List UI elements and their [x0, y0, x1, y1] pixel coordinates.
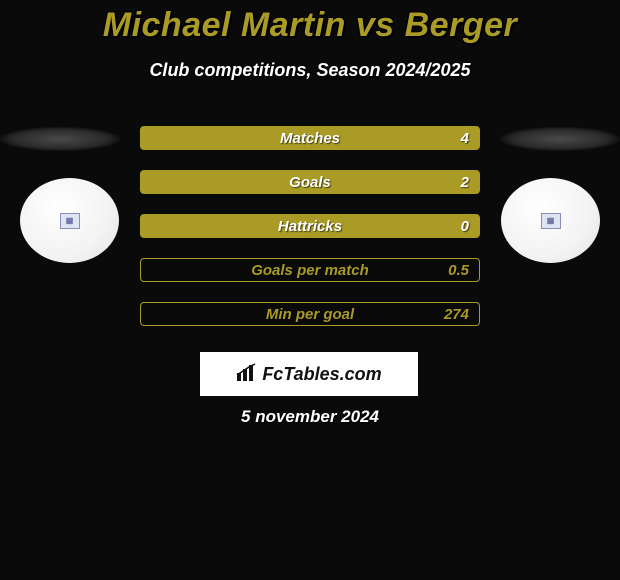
- stat-value: 274: [444, 303, 469, 327]
- stat-label: Goals per match: [141, 259, 479, 283]
- brand-box: FcTables.com: [200, 352, 418, 396]
- stat-bar-goals: Goals 2: [140, 170, 480, 194]
- stat-bars: Matches 4 Goals 2 Hattricks 0 Goals per …: [140, 126, 480, 346]
- player-placeholder-icon: ▦: [541, 213, 561, 229]
- stat-label: Hattricks: [141, 215, 479, 239]
- player-placeholder-icon: ▦: [60, 213, 80, 229]
- stat-value: 2: [461, 171, 469, 195]
- comparison-infographic: Michael Martin vs Berger Club competitio…: [0, 0, 620, 580]
- stat-value: 0.5: [448, 259, 469, 283]
- stat-label: Matches: [141, 127, 479, 151]
- stat-label: Goals: [141, 171, 479, 195]
- stat-bar-matches: Matches 4: [140, 126, 480, 150]
- page-title: Michael Martin vs Berger: [0, 6, 620, 45]
- player-shadow-left: [0, 127, 120, 151]
- image-glyph-icon: ▦: [547, 216, 555, 225]
- brand-label: FcTables.com: [262, 364, 381, 385]
- stat-label: Min per goal: [141, 303, 479, 327]
- stat-bar-hattricks: Hattricks 0: [140, 214, 480, 238]
- image-glyph-icon: ▦: [66, 216, 74, 225]
- brand-text: FcTables.com: [236, 363, 381, 386]
- stat-value: 4: [461, 127, 469, 151]
- stat-value: 0: [461, 215, 469, 239]
- player-disc-right: ▦: [501, 178, 600, 263]
- page-subtitle: Club competitions, Season 2024/2025: [0, 60, 620, 81]
- date-stamp: 5 november 2024: [0, 407, 620, 427]
- player-shadow-right: [500, 127, 620, 151]
- brand-bars-icon: [236, 363, 258, 386]
- stat-bar-min-per-goal: Min per goal 274: [140, 302, 480, 326]
- stat-bar-goals-per-match: Goals per match 0.5: [140, 258, 480, 282]
- player-disc-left: ▦: [20, 178, 119, 263]
